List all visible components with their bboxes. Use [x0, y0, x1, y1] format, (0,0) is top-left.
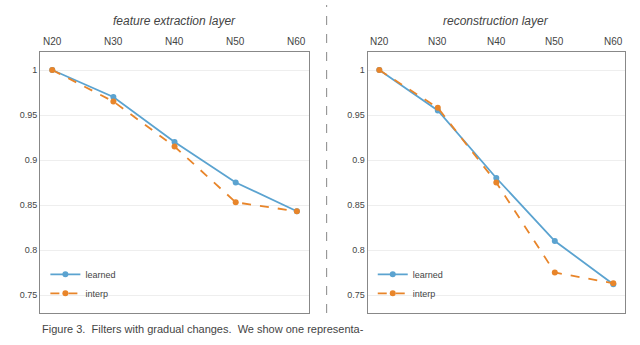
- svg-text:1: 1: [32, 65, 37, 75]
- svg-text:learned: learned: [85, 270, 115, 280]
- svg-text:0.85: 0.85: [20, 200, 38, 210]
- svg-text:N60: N60: [287, 36, 306, 47]
- svg-text:1: 1: [360, 65, 365, 75]
- svg-text:Figure 3. Filters with gradua: Figure 3. Filters with gradual changes. …: [42, 323, 364, 335]
- svg-text:N50: N50: [226, 36, 245, 47]
- svg-text:N50: N50: [545, 36, 564, 47]
- svg-text:feature extraction layer: feature extraction layer: [113, 14, 236, 28]
- svg-text:0.75: 0.75: [20, 290, 38, 300]
- svg-text:N30: N30: [428, 36, 447, 47]
- svg-text:0.95: 0.95: [20, 110, 38, 120]
- svg-text:interp: interp: [413, 289, 436, 299]
- svg-text:0.95: 0.95: [347, 110, 365, 120]
- svg-text:N30: N30: [104, 36, 123, 47]
- svg-text:0.9: 0.9: [352, 155, 365, 165]
- svg-text:N60: N60: [604, 36, 623, 47]
- svg-text:interp: interp: [85, 289, 108, 299]
- svg-text:0.8: 0.8: [352, 245, 365, 255]
- svg-text:0.9: 0.9: [25, 155, 38, 165]
- svg-text:N40: N40: [487, 36, 506, 47]
- svg-text:N20: N20: [43, 36, 62, 47]
- svg-text:N20: N20: [370, 36, 389, 47]
- svg-text:0.75: 0.75: [347, 290, 365, 300]
- svg-text:learned: learned: [413, 270, 443, 280]
- svg-text:0.8: 0.8: [25, 245, 38, 255]
- svg-text:N40: N40: [165, 36, 184, 47]
- svg-text:0.85: 0.85: [347, 200, 365, 210]
- svg-text:reconstruction layer: reconstruction layer: [443, 14, 549, 28]
